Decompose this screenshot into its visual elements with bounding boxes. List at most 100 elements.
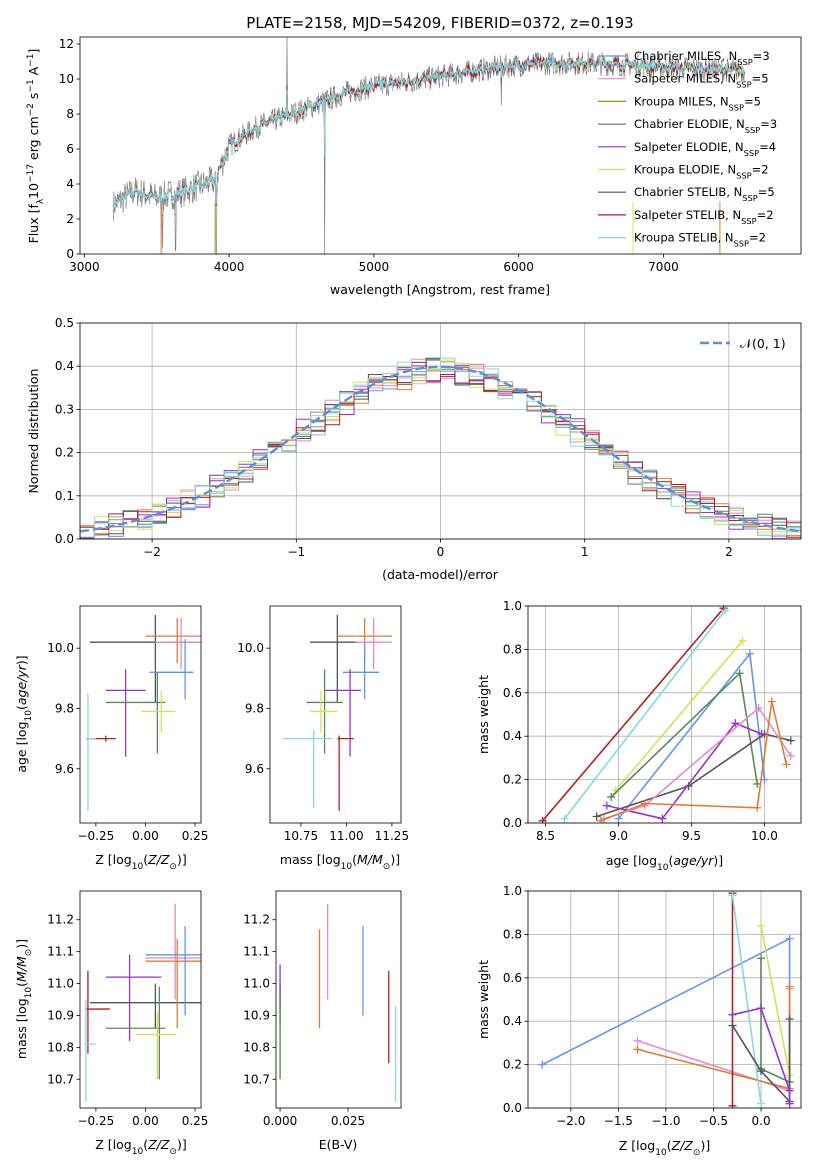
x-tick-label: 10.75 <box>284 829 318 843</box>
x-axis-label: (data-model)/error <box>382 567 499 582</box>
axes-border <box>79 605 202 824</box>
y-axis-label: Normed distribution <box>26 369 41 494</box>
y-tick-label: 0.4 <box>55 359 74 373</box>
weight-marker <box>735 669 744 678</box>
y-tick-label: 10.7 <box>243 1072 270 1086</box>
y-tick-label: 11.2 <box>243 913 270 927</box>
axes-border <box>275 890 402 1109</box>
error-point <box>85 693 96 811</box>
error-point <box>105 669 146 757</box>
weight-marker <box>728 1021 737 1030</box>
y-tick-label: 2 <box>66 212 74 226</box>
weight-vs-metallicity-panel: −2.0 −1.5 −1.0 −0.5 0.0 0.0 0.2 0.4 0.6 0.8 1.0 Z [… <box>476 884 802 1158</box>
weight-marker <box>785 934 794 943</box>
axes-frame: 10.75 11.00 11.25 9.6 9.8 10.0 <box>237 605 409 843</box>
mass-vs-metallicity-panel: −0.25 0.00 0.25 10.7 10.8 10.9 11.0 11.1 11.2 Z [… <box>14 890 208 1157</box>
y-tick-label: 10.9 <box>243 1008 270 1022</box>
x-tick-label: −0.25 <box>77 1114 114 1128</box>
weight-marker <box>658 814 667 823</box>
legend-entry: Chabrier MILES, NSSP=3 <box>634 49 770 67</box>
weight-marker <box>607 792 616 801</box>
error-point <box>145 938 201 1029</box>
y-axis-label: Flux [fλ10−17 erg cm−2 s−1 A−1] <box>26 49 46 244</box>
legend-entry: Chabrier ELODIE, NSSP=3 <box>634 117 777 135</box>
axes-border <box>527 890 802 1109</box>
error-point <box>105 954 162 1041</box>
y-tick-label: 10 <box>59 72 74 86</box>
error-point <box>337 735 354 811</box>
legend: 𝒩(0, 1) <box>700 336 786 351</box>
error-point <box>135 1012 176 1080</box>
normal-curve <box>80 365 801 533</box>
error-point <box>310 615 356 703</box>
weight-line <box>760 925 791 1076</box>
y-tick-label: 11.0 <box>47 977 74 991</box>
y-tick-label: 9.6 <box>55 762 74 776</box>
error-point <box>324 669 361 757</box>
y-tick-label: 0.2 <box>503 773 522 787</box>
weight-marker <box>757 921 766 930</box>
x-tick-label: 6000 <box>503 260 534 274</box>
axes-frame: 8.5 9.0 9.5 10.0 0.0 0.2 0.4 0.6 0.8 1.0 <box>503 599 802 843</box>
y-tick-label: 0.5 <box>55 316 74 330</box>
weight-marker <box>592 812 601 821</box>
y-tick-label: 0 <box>66 247 74 261</box>
y-tick-label: 10.8 <box>243 1040 270 1054</box>
y-tick-label: 0.3 <box>55 402 74 416</box>
weight-marker <box>782 760 791 769</box>
x-tick-label: −0.5 <box>699 1114 728 1128</box>
weight-marker <box>602 801 611 810</box>
x-tick-label: 11.00 <box>329 829 363 843</box>
weight-marker <box>731 719 740 728</box>
legend-entry: Salpeter STELIB, NSSP=2 <box>634 208 774 226</box>
weight-line <box>606 722 762 820</box>
x-tick-label: 3000 <box>69 260 100 274</box>
axes-frame: −2 −1 0 1 2 0.0 0.1 0.2 0.3 0.4 0.5 <box>55 316 802 559</box>
y-tick-label: 1.0 <box>503 599 522 613</box>
weight-marker <box>753 803 762 812</box>
weight-line <box>563 609 726 820</box>
y-tick-label: 0.2 <box>55 446 74 460</box>
y-tick-label: 0.1 <box>55 489 74 503</box>
axes-frame: −2.0 −1.5 −1.0 −0.5 0.0 0.0 0.2 0.4 0.6 0.8 1.0 <box>503 884 802 1128</box>
error-point <box>105 986 166 1080</box>
axes-frame: −0.25 0.00 0.25 9.6 9.8 10.0 <box>47 605 209 843</box>
x-tick-label: 1 <box>581 545 589 559</box>
x-tick-label: −0.25 <box>77 829 114 843</box>
y-tick-label: 11.0 <box>243 977 270 991</box>
weight-marker <box>757 1067 766 1076</box>
error-point <box>105 672 166 754</box>
plot-area <box>538 606 795 823</box>
y-tick-label: 0.8 <box>503 642 522 656</box>
x-tick-label: 10.0 <box>751 829 778 843</box>
age-vs-mass-panel: 10.75 11.00 11.25 9.6 9.8 10.0 mass [log10(M/M… <box>237 605 409 872</box>
legend-entry: Kroupa MILES, NSSP=5 <box>634 94 761 112</box>
weight-marker <box>786 736 795 745</box>
y-tick-label: 0.4 <box>503 1014 522 1028</box>
x-tick-label: 9.5 <box>682 829 701 843</box>
y-tick-label: 12 <box>59 37 74 51</box>
spectrum-panel: 3000 4000 5000 6000 7000 0 2 4 6 8 10 12 Chabrier MI… <box>26 36 802 297</box>
y-tick-label: 0.6 <box>503 686 522 700</box>
error-point <box>145 618 201 664</box>
legend-entry: 𝒩(0, 1) <box>740 336 786 351</box>
x-tick-label: 0.25 <box>182 829 209 843</box>
weight-line <box>614 640 744 792</box>
mass-vs-extinction-panel: 0.000 0.025 10.7 10.8 10.9 11.0 11.1 11.2 E(B-V) <box>243 890 402 1152</box>
axes-border <box>527 605 802 824</box>
y-tick-label: 11.1 <box>47 945 74 959</box>
y-tick-label: 11.1 <box>243 945 270 959</box>
error-point <box>282 729 332 808</box>
weight-line <box>732 1007 791 1104</box>
y-tick-label: 0.0 <box>503 816 522 830</box>
model-spectrum <box>112 56 745 216</box>
error-point <box>89 983 201 1029</box>
x-tick-label: −1 <box>287 545 305 559</box>
y-tick-label: 9.6 <box>245 762 264 776</box>
x-axis-label: Z [log10(Z/Z⊙)] <box>95 852 186 872</box>
plot-area <box>112 37 745 254</box>
axes-frame: 3000 4000 5000 6000 7000 0 2 4 6 8 10 12 <box>59 36 802 274</box>
y-axis-label: mass weight <box>476 960 491 1039</box>
axes-frame: −0.25 0.00 0.25 10.7 10.8 10.9 11.0 11.1 11.2 <box>47 890 208 1128</box>
x-axis-label: wavelength [Angstrom, rest frame] <box>330 282 550 297</box>
